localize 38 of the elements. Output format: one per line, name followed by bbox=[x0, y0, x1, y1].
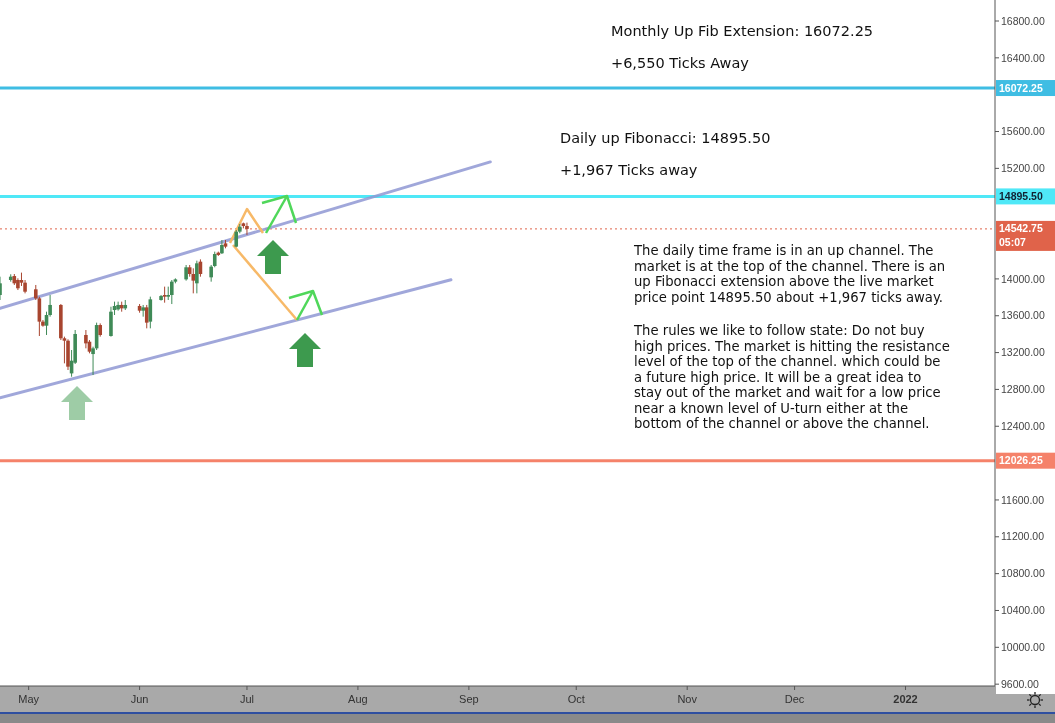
candlestick bbox=[116, 301, 120, 312]
y-tick-label: 10400.00 bbox=[1001, 604, 1045, 617]
x-tick-label: Dec bbox=[784, 693, 805, 705]
y-tick-label: 9600.00 bbox=[1001, 677, 1040, 690]
y-tick-label: 16400.00 bbox=[1001, 51, 1045, 64]
y-tick-label: 13600.00 bbox=[1001, 309, 1045, 322]
y-tick-label: 10800.00 bbox=[1001, 567, 1045, 580]
candlestick bbox=[245, 222, 249, 236]
ref-line-label: 16072.25 bbox=[999, 81, 1043, 94]
x-tick-label: Nov bbox=[677, 693, 698, 705]
candlestick bbox=[191, 267, 196, 294]
x-tick-label: Jul bbox=[239, 693, 254, 705]
annotation: Monthly Up Fib Extension: 16072.25 bbox=[611, 23, 874, 39]
y-tick-label: 13200.00 bbox=[1001, 346, 1045, 359]
y-tick-label: 10000.00 bbox=[1001, 640, 1045, 653]
annotation: The rules we like to follow state: Do not buy high prices. The market is hitting the resistance level of the top of the channel. which could be a future high price. It will be a great idea to stay out of the market and wait for a low price near a known level of U-turn either at the bottom of the channel or above the channel. bbox=[633, 323, 950, 432]
candlestick bbox=[84, 329, 88, 349]
ref-line-label: 12026.25 bbox=[999, 454, 1043, 467]
x-tick-label: May bbox=[18, 693, 40, 705]
y-tick-label: 11600.00 bbox=[1001, 493, 1045, 506]
y-tick-label: 16800.00 bbox=[1001, 14, 1045, 27]
ref-line-label: 14542.75 05:07 bbox=[999, 222, 1043, 249]
annotation: The daily time frame is in an up channel. The market is at the top of the channel. There is an up Fibonacci extension above the live market price point 14895.50 about +1,967 ticks away. bbox=[633, 243, 946, 305]
annotation: +6,550 Ticks Away bbox=[611, 55, 750, 71]
y-tick-label: 15600.00 bbox=[1001, 125, 1045, 138]
x-tick-label: Sep bbox=[459, 693, 479, 705]
y-tick-label: 12400.00 bbox=[1001, 419, 1045, 432]
y-tick-label: 11200.00 bbox=[1001, 530, 1045, 543]
annotation: Daily up Fibonacci: 14895.50 bbox=[560, 130, 771, 146]
x-tick-label: 2022 bbox=[893, 693, 918, 705]
x-tick-label: Jun bbox=[130, 693, 149, 705]
y-tick-label: 15200.00 bbox=[1001, 162, 1045, 175]
ref-line-label: 14895.50 bbox=[999, 189, 1043, 202]
x-tick-label: Oct bbox=[567, 693, 585, 705]
y-tick-label: 14000.00 bbox=[1001, 272, 1045, 285]
y-tick-label: 12800.00 bbox=[1001, 383, 1045, 396]
x-tick-label: Aug bbox=[348, 693, 368, 705]
annotation: +1,967 Ticks away bbox=[560, 162, 698, 178]
